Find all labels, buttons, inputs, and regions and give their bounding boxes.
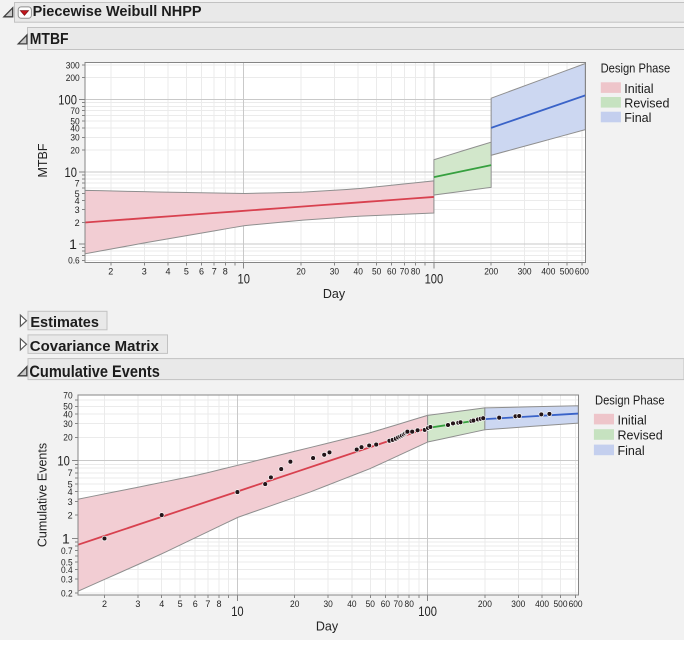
svg-text:Piecewise Weibull NHPP: Piecewise Weibull NHPP [33,4,202,20]
svg-text:0.3: 0.3 [61,575,73,585]
svg-text:10: 10 [65,164,78,180]
svg-text:80: 80 [405,599,414,609]
svg-text:7: 7 [212,267,217,277]
svg-text:300: 300 [511,599,525,609]
svg-text:Cumulative Events: Cumulative Events [36,443,50,547]
svg-text:100: 100 [58,91,77,107]
svg-text:Covariance Matrix: Covariance Matrix [30,339,159,355]
svg-text:Day: Day [323,287,346,301]
svg-text:3: 3 [142,267,147,277]
svg-text:1: 1 [69,236,77,252]
svg-text:6: 6 [193,599,198,609]
svg-text:Revised: Revised [624,97,669,111]
svg-text:MTBF: MTBF [30,31,69,48]
svg-text:1: 1 [62,531,70,547]
svg-text:Design Phase: Design Phase [601,62,671,76]
svg-text:100: 100 [418,603,437,619]
svg-text:3: 3 [135,599,140,609]
svg-text:400: 400 [535,599,549,609]
svg-text:20: 20 [70,145,79,155]
svg-text:2: 2 [75,218,80,228]
svg-text:500: 500 [554,599,568,609]
svg-text:30: 30 [70,133,79,143]
svg-text:7: 7 [75,178,80,188]
svg-text:300: 300 [66,60,80,70]
svg-text:30: 30 [330,267,339,277]
svg-text:600: 600 [575,267,589,277]
svg-text:Cumulative Events: Cumulative Events [29,363,160,381]
svg-text:70: 70 [63,390,72,400]
svg-text:Estimates: Estimates [30,315,99,331]
svg-text:60: 60 [387,267,396,277]
svg-text:50: 50 [366,599,375,609]
svg-text:200: 200 [66,73,80,83]
svg-text:7: 7 [205,599,210,609]
svg-text:Design Phase: Design Phase [595,394,665,408]
svg-text:70: 70 [393,599,402,609]
svg-text:4: 4 [159,599,164,609]
svg-text:7: 7 [68,468,73,478]
svg-text:Day: Day [316,620,339,634]
svg-text:3: 3 [75,205,80,215]
svg-text:2: 2 [108,267,113,277]
svg-text:Final: Final [618,444,645,458]
svg-text:Revised: Revised [618,429,663,443]
svg-text:0.2: 0.2 [61,588,73,598]
svg-text:5: 5 [184,267,189,277]
svg-text:50: 50 [372,267,381,277]
svg-text:40: 40 [63,409,72,419]
svg-text:MTBF: MTBF [36,143,50,177]
svg-text:10: 10 [231,603,244,619]
svg-text:500: 500 [560,267,574,277]
svg-text:200: 200 [484,267,498,277]
svg-text:40: 40 [347,599,356,609]
svg-text:4: 4 [68,487,73,497]
svg-text:10: 10 [57,453,70,469]
svg-text:6: 6 [199,267,204,277]
svg-text:0.6: 0.6 [68,256,80,266]
svg-text:5: 5 [178,599,183,609]
svg-text:70: 70 [400,267,409,277]
svg-text:4: 4 [165,267,170,277]
svg-text:20: 20 [296,267,305,277]
svg-text:400: 400 [541,267,555,277]
svg-text:0.7: 0.7 [61,546,73,556]
svg-text:Initial: Initial [624,82,653,96]
svg-text:600: 600 [569,599,583,609]
svg-text:2: 2 [68,511,73,521]
svg-text:0.4: 0.4 [61,565,73,575]
svg-text:80: 80 [411,267,420,277]
svg-text:3: 3 [68,497,73,507]
svg-text:20: 20 [290,599,299,609]
svg-text:300: 300 [518,267,532,277]
svg-text:200: 200 [478,599,492,609]
svg-text:100: 100 [425,270,444,286]
svg-text:Initial: Initial [618,413,647,427]
svg-text:8: 8 [223,267,228,277]
svg-text:20: 20 [63,433,72,443]
svg-text:60: 60 [381,599,390,609]
svg-text:Final: Final [624,111,651,125]
svg-text:8: 8 [216,599,221,609]
svg-text:70: 70 [70,106,79,116]
svg-text:30: 30 [323,599,332,609]
svg-text:2: 2 [102,599,107,609]
svg-text:40: 40 [354,267,363,277]
svg-text:30: 30 [63,419,72,429]
svg-text:10: 10 [238,270,251,286]
